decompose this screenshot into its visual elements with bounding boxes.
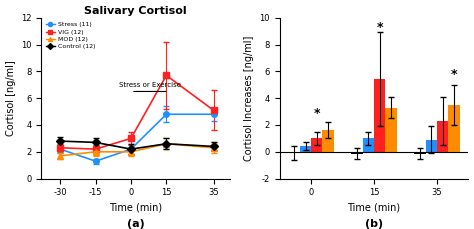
Bar <box>414 152 426 154</box>
Bar <box>363 138 374 152</box>
Text: (a): (a) <box>127 219 145 229</box>
Text: *: * <box>451 68 457 81</box>
Bar <box>311 138 322 152</box>
Text: (b): (b) <box>365 219 383 229</box>
Bar <box>448 105 460 152</box>
X-axis label: Time (min): Time (min) <box>109 203 162 213</box>
Bar <box>437 121 448 152</box>
Y-axis label: Cortisol [ng/ml]: Cortisol [ng/ml] <box>6 60 16 136</box>
Bar <box>385 108 397 152</box>
Bar <box>300 146 311 152</box>
Text: *: * <box>314 107 320 120</box>
Bar <box>289 152 300 153</box>
Legend: Stress (11), VIG (12), MOD (12), Control (12): Stress (11), VIG (12), MOD (12), Control… <box>45 21 96 50</box>
Bar <box>351 152 363 154</box>
Text: *: * <box>376 21 383 34</box>
Bar <box>322 130 334 152</box>
Title: Salivary Cortisol: Salivary Cortisol <box>84 5 187 16</box>
X-axis label: Time (min): Time (min) <box>347 203 401 213</box>
Text: Stress or Exercise: Stress or Exercise <box>119 82 181 88</box>
Bar <box>426 140 437 152</box>
Bar <box>374 79 385 152</box>
Y-axis label: Cortisol Increases [ng/ml]: Cortisol Increases [ng/ml] <box>244 35 254 161</box>
